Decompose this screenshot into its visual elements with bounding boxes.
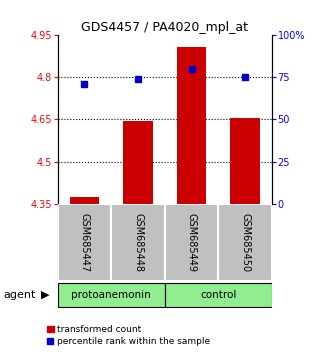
Bar: [70, 196, 99, 204]
Bar: [218, 204, 272, 281]
Legend: transformed count, percentile rank within the sample: transformed count, percentile rank withi…: [43, 321, 214, 349]
Text: control: control: [200, 290, 236, 300]
Bar: [111, 204, 165, 281]
Text: GSM685449: GSM685449: [187, 213, 196, 272]
Text: agent: agent: [3, 290, 36, 300]
Text: GSM685447: GSM685447: [79, 213, 89, 272]
Bar: [123, 121, 153, 204]
Title: GDS4457 / PA4020_mpl_at: GDS4457 / PA4020_mpl_at: [81, 21, 248, 34]
Text: GSM685448: GSM685448: [133, 213, 143, 272]
Text: protoanemonin: protoanemonin: [71, 290, 151, 300]
Bar: [165, 283, 272, 307]
Bar: [230, 118, 260, 204]
Bar: [165, 204, 219, 281]
Text: ▶: ▶: [41, 290, 49, 300]
Text: GSM685450: GSM685450: [240, 213, 250, 272]
Bar: [58, 204, 111, 281]
Bar: [177, 47, 206, 204]
Bar: [58, 283, 165, 307]
